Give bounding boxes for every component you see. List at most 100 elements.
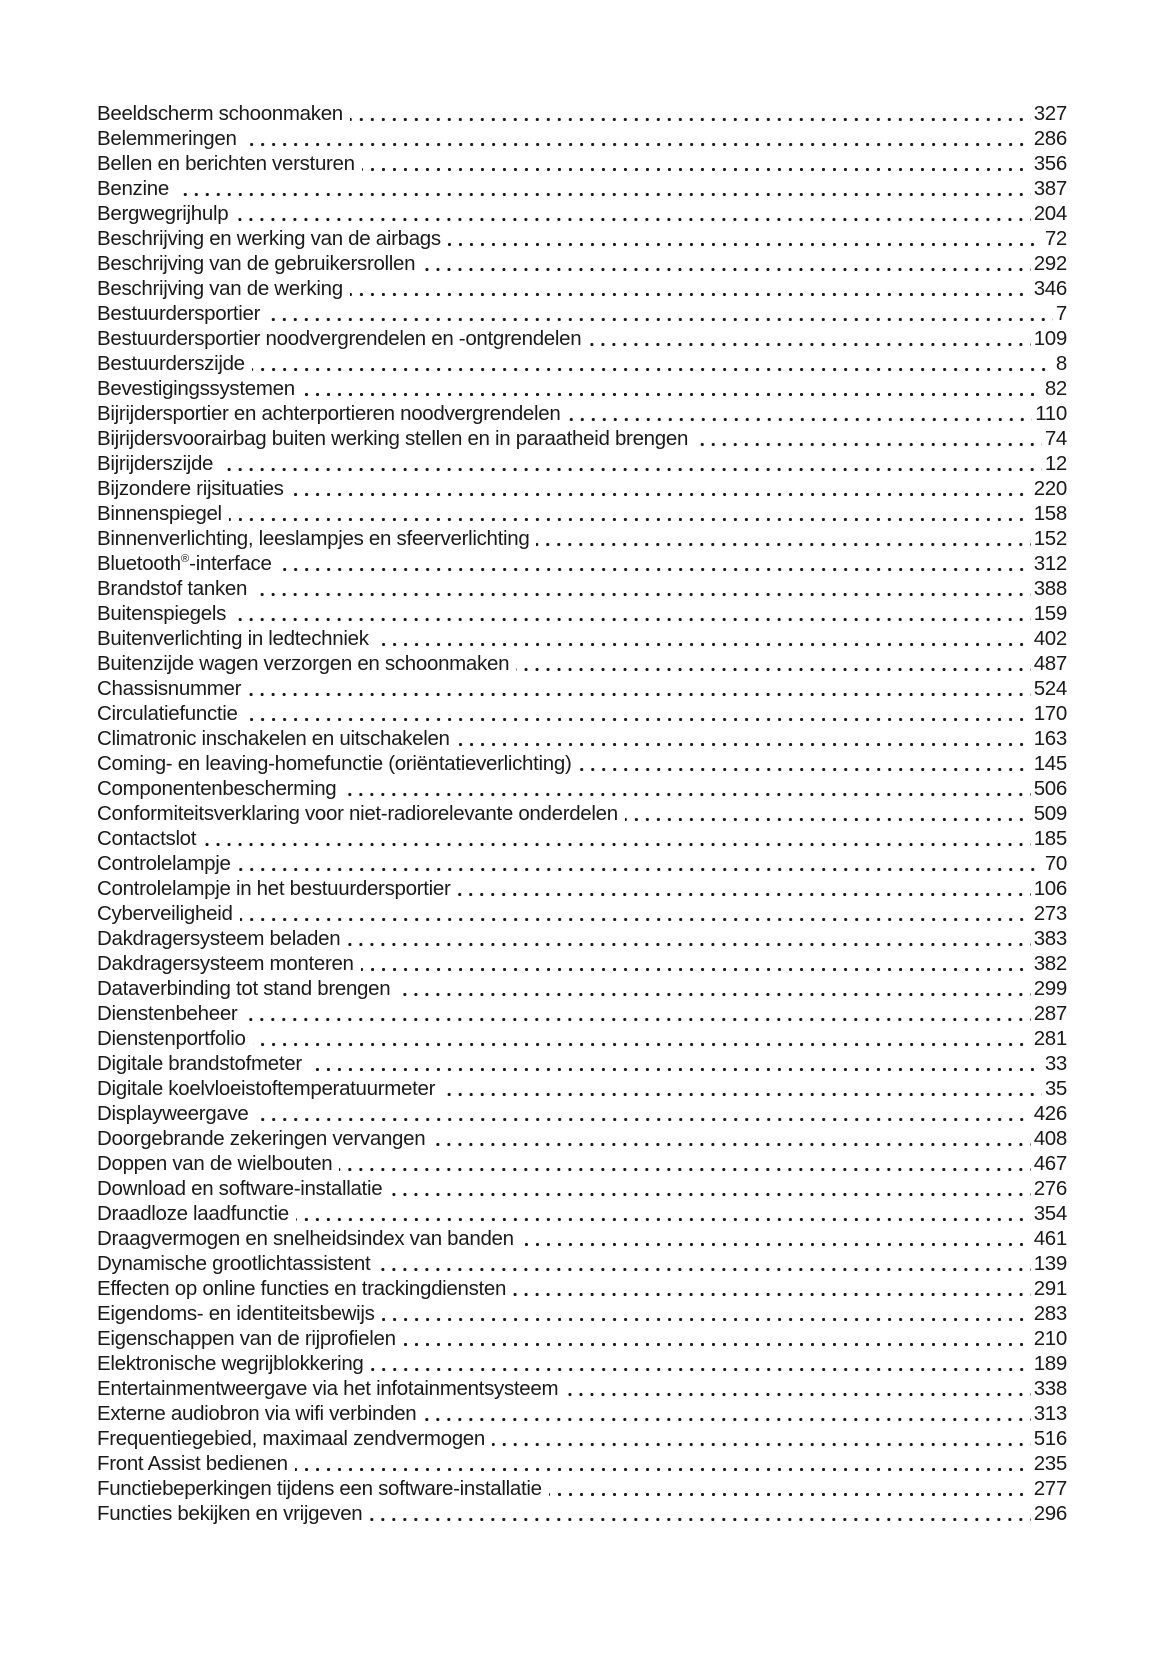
dotted-leader	[624, 801, 1031, 826]
toc-entry: Elektronische wegrijblokkering 189	[97, 1351, 1067, 1376]
dotted-leader	[423, 1401, 1032, 1426]
toc-entry-page: 354	[1033, 1202, 1068, 1225]
toc-entry-page: 402	[1033, 627, 1068, 650]
toc-entry: Entertainmentweergave via het infotainme…	[97, 1376, 1067, 1401]
toc-entry-page: 388	[1033, 577, 1068, 600]
toc-entry: Bijrijdersportier en achterportieren noo…	[97, 401, 1067, 426]
toc-entry: Buitenspiegels 159	[97, 601, 1067, 626]
toc-entry-title: Brandstof tanken	[97, 577, 248, 600]
dotted-leader	[308, 1051, 1042, 1076]
toc-entry-page: 12	[1044, 452, 1067, 475]
toc-entry: Bijzondere rijsituaties 220	[97, 476, 1067, 501]
dotted-leader	[255, 1101, 1031, 1126]
dotted-leader	[237, 851, 1043, 876]
dotted-leader	[361, 151, 1031, 176]
toc-entry-title: Dienstenportfolio	[97, 1027, 246, 1050]
toc-entry: Buitenverlichting in ledtechniek 402	[97, 626, 1067, 651]
toc-entry: Controlelampje 70	[97, 851, 1067, 876]
dotted-leader	[370, 1351, 1031, 1376]
toc-entry: Beeldscherm schoonmaken 327	[97, 101, 1067, 126]
toc-entry: Download en software-installatie 276	[97, 1176, 1067, 1201]
toc-entry-title: Controlelampje	[97, 852, 231, 875]
toc-entry-title: Buitenzijde wagen verzorgen en schoonmak…	[97, 652, 510, 675]
toc-entry-page: 296	[1033, 1502, 1068, 1525]
toc-entry-page: 106	[1033, 877, 1068, 900]
toc-entry-page: 33	[1044, 1052, 1067, 1075]
toc-entry-title: Displayweergave	[97, 1102, 249, 1125]
toc-entry-page: 170	[1033, 702, 1068, 725]
toc-entry-page: 235	[1033, 1452, 1068, 1475]
toc-entry: Displayweergave 426	[97, 1101, 1067, 1126]
toc-entry-page: 461	[1033, 1227, 1068, 1250]
toc-entry-title: Eigendoms- en identiteitsbewijs	[97, 1302, 375, 1325]
toc-entry-title: Beschrijving en werking van de airbags	[97, 227, 441, 250]
toc-entry-title: Buitenverlichting in ledtechniek	[97, 627, 369, 650]
toc-entry-page: 7	[1055, 302, 1067, 325]
toc-entry: Binnenspiegel 158	[97, 501, 1067, 526]
toc-entry: Doorgebrande zekeringen vervangen 408	[97, 1126, 1067, 1151]
dotted-leader	[402, 1326, 1031, 1351]
toc-entry-page: 74	[1044, 427, 1067, 450]
toc-entry-title: Beeldscherm schoonmaken	[97, 102, 343, 125]
toc-entry: Binnenverlichting, leeslampjes en sfeerv…	[97, 526, 1067, 551]
toc-entry-page: 313	[1033, 1402, 1068, 1425]
dotted-leader	[422, 251, 1032, 276]
toc-entry-title: Bijrijdersportier en achterportieren noo…	[97, 402, 561, 425]
dotted-leader	[343, 776, 1032, 801]
toc-entry: Functiebeperkingen tijdens een software-…	[97, 1476, 1067, 1501]
toc-entry: Beschrijving van de werking 346	[97, 276, 1067, 301]
toc-entry: Dataverbinding tot stand brengen 299	[97, 976, 1067, 1001]
toc-entry-page: 158	[1033, 502, 1068, 525]
toc-entry: Eigendoms- en identiteitsbewijs 283	[97, 1301, 1067, 1326]
toc-entry-page: 509	[1033, 802, 1068, 825]
toc-entry: Buitenzijde wagen verzorgen en schoonmak…	[97, 651, 1067, 676]
toc-entry-title: Climatronic inschakelen en uitschakelen	[97, 727, 450, 750]
toc-entry: Bestuurderszijde 8	[97, 351, 1067, 376]
dotted-leader	[442, 1076, 1042, 1101]
toc-entry-page: 408	[1033, 1127, 1068, 1150]
toc-entry-title: Dienstenbeheer	[97, 1002, 238, 1025]
toc-entry-title: Buitenspiegels	[97, 602, 227, 625]
toc-entry-page: 516	[1033, 1427, 1068, 1450]
toc-entry-title: Effecten op online functies en trackingd…	[97, 1277, 507, 1300]
toc-entry: Climatronic inschakelen en uitschakelen …	[97, 726, 1067, 751]
toc-entry: Dienstenbeheer 287	[97, 1001, 1067, 1026]
dotted-leader	[248, 676, 1031, 701]
toc-entry-title: Bergwegrijhulp	[97, 202, 229, 225]
dotted-leader	[267, 301, 1053, 326]
dotted-leader	[244, 1001, 1031, 1026]
toc-entry-page: 72	[1044, 227, 1067, 250]
toc-entry-title: Doppen van de wielbouten	[97, 1152, 333, 1175]
dotted-leader	[278, 551, 1031, 576]
toc-entry-title: Componentenbescherming	[97, 777, 337, 800]
toc-entry-page: 487	[1033, 652, 1068, 675]
toc-entry-title: Draagvermogen en snelheidsindex van band…	[97, 1227, 514, 1250]
toc-entry: Belemmeringen 286	[97, 126, 1067, 151]
toc-entry: Contactslot 185	[97, 826, 1067, 851]
toc-entry-page: 273	[1033, 902, 1068, 925]
toc-entry-title: Digitale koelvloeistoftemperatuurmeter	[97, 1077, 436, 1100]
toc-entry: Draagvermogen en snelheidsindex van band…	[97, 1226, 1067, 1251]
dotted-leader	[578, 751, 1031, 776]
toc-list: Beeldscherm schoonmaken 327 Belemmeringe…	[97, 101, 1067, 1526]
toc-entry-title: Externe audiobron via wifi verbinden	[97, 1402, 417, 1425]
toc-entry-title: Draadloze laadfunctie	[97, 1202, 289, 1225]
toc-entry-page: 189	[1033, 1352, 1068, 1375]
toc-entry: Dakdragersysteem monteren 382	[97, 951, 1067, 976]
dotted-leader	[251, 351, 1054, 376]
toc-entry-title: Chassisnummer	[97, 677, 242, 700]
dotted-leader	[520, 1226, 1031, 1251]
dotted-leader	[254, 576, 1031, 601]
toc-entry-page: 8	[1055, 352, 1067, 375]
toc-entry-page: 283	[1033, 1302, 1068, 1325]
toc-entry-title: Elektronische wegrijblokkering	[97, 1352, 364, 1375]
toc-entry: Digitale koelvloeistoftemperatuurmeter 3…	[97, 1076, 1067, 1101]
dotted-leader	[244, 701, 1031, 726]
toc-entry: Bevestigingssystemen 82	[97, 376, 1067, 401]
dotted-leader	[294, 1451, 1031, 1476]
dotted-leader	[565, 1376, 1032, 1401]
toc-entry: Externe audiobron via wifi verbinden 313	[97, 1401, 1067, 1426]
toc-entry-title: Cyberveiligheid	[97, 902, 233, 925]
toc-entry: Bergwegrijhulp 204	[97, 201, 1067, 226]
